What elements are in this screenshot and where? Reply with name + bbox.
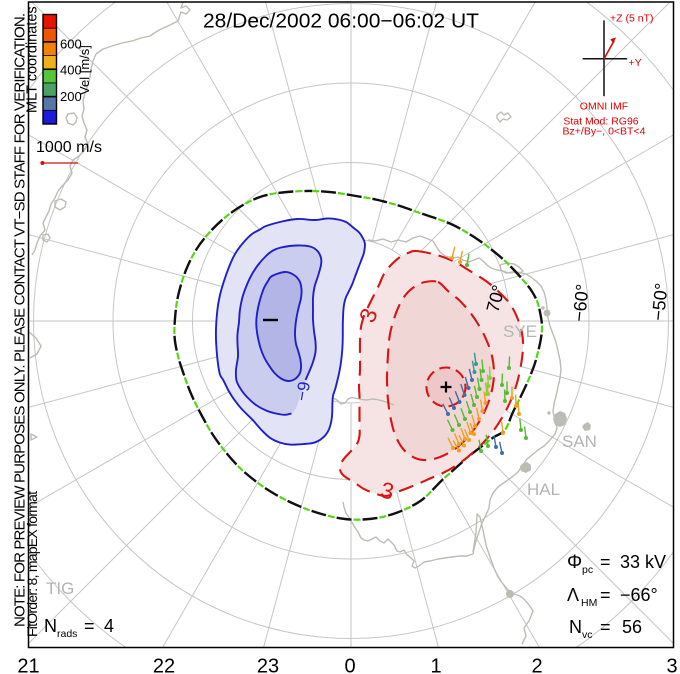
svg-text:vc: vc (582, 629, 593, 641)
svg-text:1000 m/s: 1000 m/s (36, 139, 102, 156)
svg-text:3: 3 (666, 656, 677, 674)
svg-text:−60°: −60° (569, 283, 593, 323)
svg-text:22: 22 (153, 656, 175, 674)
svg-text:TIG: TIG (46, 579, 74, 598)
svg-text:=: = (84, 616, 95, 636)
svg-text:600: 600 (60, 37, 82, 52)
svg-text:Φ: Φ (567, 552, 582, 573)
svg-text:HM: HM (581, 597, 597, 609)
svg-text:200: 200 (60, 89, 82, 104)
svg-text:−50°: −50° (648, 282, 672, 322)
svg-text:−9: −9 (292, 380, 314, 402)
svg-text:N: N (569, 617, 582, 637)
svg-text:rads: rads (57, 628, 77, 640)
svg-text:2: 2 (531, 656, 542, 674)
svg-text:pc: pc (582, 564, 593, 576)
svg-text:FitOrder: 8, mapEX format: FitOrder: 8, mapEX format (24, 491, 40, 637)
svg-text:Bz+/By−, 0<BT<4: Bz+/By−, 0<BT<4 (563, 126, 646, 138)
svg-text:=: = (600, 617, 611, 637)
svg-text:−66°: −66° (620, 585, 658, 605)
svg-text:33 kV: 33 kV (620, 552, 666, 572)
svg-text:N: N (44, 616, 57, 636)
svg-text:1: 1 (430, 656, 441, 674)
svg-text:Λ: Λ (567, 585, 579, 605)
svg-text:56: 56 (622, 617, 642, 637)
svg-text:+Y: +Y (629, 57, 642, 69)
svg-text:21: 21 (17, 656, 39, 674)
svg-text:23: 23 (257, 656, 279, 674)
svg-text:+Z (5 nT): +Z (5 nT) (610, 13, 653, 25)
svg-text:Stat Mod: RG96: Stat Mod: RG96 (563, 116, 638, 128)
svg-text:SYE: SYE (503, 322, 537, 341)
svg-text:=: = (600, 585, 611, 605)
svg-text:400: 400 (60, 63, 82, 78)
svg-text:HAL: HAL (527, 480, 560, 499)
svg-text:MLT coordinates: MLT coordinates (25, 6, 41, 113)
svg-text:3: 3 (378, 477, 396, 505)
svg-text:Vel [m/s]: Vel [m/s] (77, 45, 92, 95)
svg-text:0: 0 (344, 656, 355, 674)
svg-text:SAN: SAN (562, 432, 597, 451)
svg-text:28/Dec/2002 06:00−06:02 UT: 28/Dec/2002 06:00−06:02 UT (203, 11, 479, 33)
svg-text:=: = (600, 552, 611, 572)
svg-text:OMNI IMF: OMNI IMF (580, 101, 628, 113)
svg-text:4: 4 (104, 616, 114, 636)
svg-text:NOTE: FOR PREVIEW PURPOSES ONL: NOTE: FOR PREVIEW PURPOSES ONLY. PLEASE … (12, 13, 29, 627)
